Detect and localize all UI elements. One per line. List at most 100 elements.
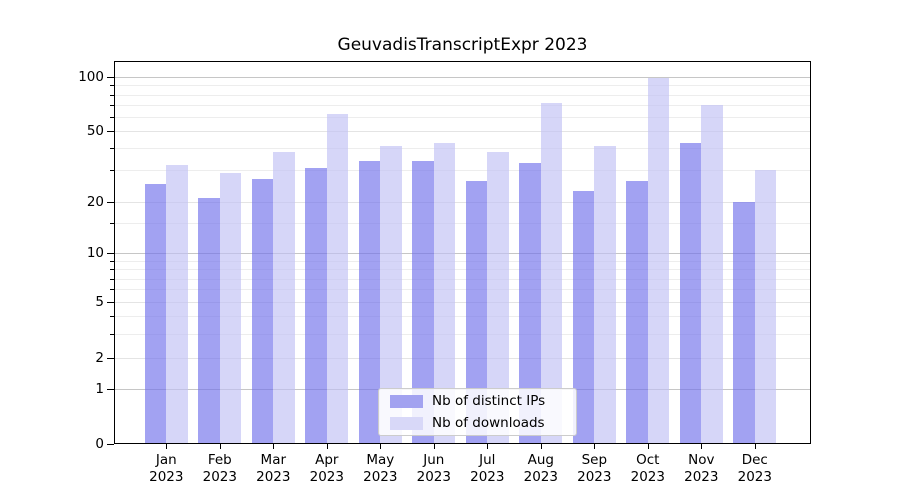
y-minor-tick bbox=[110, 170, 114, 172]
x-tick bbox=[433, 444, 435, 449]
y-tick-label: 100 bbox=[78, 69, 104, 86]
bar-distinct-ips-jan bbox=[144, 184, 167, 443]
y-minor-tick bbox=[110, 315, 114, 317]
x-tick-label: Jul 2023 bbox=[470, 452, 505, 485]
legend-swatch-distinct-ips bbox=[390, 394, 423, 408]
minor-gridline bbox=[115, 278, 810, 280]
bar-downloads-aug bbox=[540, 102, 563, 443]
bar-downloads-apr bbox=[326, 114, 349, 443]
bar-distinct-ips-aug bbox=[519, 163, 541, 443]
y-minor-tick bbox=[110, 333, 114, 335]
x-tick bbox=[487, 444, 489, 449]
y-tick-label: 2 bbox=[95, 350, 104, 367]
bar-downloads-may bbox=[380, 146, 402, 443]
bar-distinct-ips-sep bbox=[572, 190, 595, 443]
y-tick bbox=[107, 358, 114, 360]
y-minor-tick bbox=[110, 104, 114, 106]
x-tick-label: Apr 2023 bbox=[309, 452, 344, 485]
x-tick bbox=[594, 444, 596, 449]
x-tick bbox=[540, 444, 542, 449]
x-tick bbox=[380, 444, 382, 449]
y-minor-tick bbox=[110, 116, 114, 118]
bar-downloads-dec bbox=[754, 170, 777, 443]
y-tick bbox=[107, 201, 114, 203]
bar-distinct-ips-jun bbox=[412, 160, 434, 443]
y-tick-label: 5 bbox=[95, 294, 104, 311]
y-minor-tick bbox=[110, 94, 114, 96]
bar-distinct-ips-feb bbox=[198, 197, 220, 443]
major-gridline bbox=[115, 253, 810, 255]
x-tick-label: May 2023 bbox=[363, 452, 398, 485]
minor-gridline bbox=[115, 148, 810, 150]
minor-gridline bbox=[115, 315, 810, 317]
y-minor-tick bbox=[110, 278, 114, 280]
x-tick bbox=[219, 444, 221, 449]
x-tick-label: Dec 2023 bbox=[737, 452, 772, 485]
y-minor-tick bbox=[110, 260, 114, 262]
bar-distinct-ips-dec bbox=[733, 201, 755, 443]
minor-gridline bbox=[115, 289, 810, 291]
bar-downloads-jun bbox=[433, 142, 456, 443]
x-tick bbox=[326, 444, 328, 449]
x-tick-label: Sep 2023 bbox=[577, 452, 612, 485]
bar-distinct-ips-oct bbox=[626, 181, 648, 443]
x-tick bbox=[754, 444, 756, 449]
minor-gridline bbox=[115, 116, 810, 118]
y-minor-tick bbox=[110, 269, 114, 271]
bar-distinct-ips-may bbox=[358, 160, 381, 443]
y-minor-tick bbox=[110, 148, 114, 150]
bar-downloads-mar bbox=[273, 152, 295, 443]
plot-area: Nb of distinct IPs Nb of downloads bbox=[114, 61, 811, 444]
major-gridline bbox=[115, 201, 810, 203]
y-tick-label: 0 bbox=[95, 436, 104, 452]
bar-downloads-jul bbox=[487, 152, 509, 443]
x-tick-label: Jan 2023 bbox=[149, 452, 184, 485]
y-tick bbox=[107, 131, 114, 132]
minor-gridline bbox=[115, 223, 810, 225]
minor-gridline bbox=[115, 94, 810, 96]
bar-distinct-ips-nov bbox=[679, 142, 702, 443]
minor-gridline bbox=[115, 85, 810, 87]
y-tick bbox=[107, 389, 114, 391]
minor-gridline bbox=[115, 170, 810, 172]
major-gridline bbox=[115, 302, 810, 304]
y-tick-label: 1 bbox=[95, 381, 104, 398]
minor-gridline bbox=[115, 260, 810, 262]
major-gridline bbox=[115, 358, 810, 360]
x-tick bbox=[166, 444, 168, 449]
major-gridline bbox=[115, 131, 810, 132]
bar-downloads-nov bbox=[701, 104, 723, 443]
legend-label-downloads: Nb of downloads bbox=[432, 415, 545, 431]
chart-title: GeuvadisTranscriptExpr 2023 bbox=[337, 35, 588, 55]
x-tick-label: Nov 2023 bbox=[684, 452, 719, 485]
bar-distinct-ips-jul bbox=[465, 181, 488, 443]
major-gridline bbox=[115, 77, 810, 79]
y-tick-label: 20 bbox=[86, 193, 104, 210]
bar-downloads-jan bbox=[166, 165, 188, 443]
x-tick-label: Oct 2023 bbox=[630, 452, 665, 485]
legend-swatch-downloads bbox=[390, 416, 423, 430]
x-tick bbox=[647, 444, 649, 449]
y-tick bbox=[107, 302, 114, 304]
y-tick bbox=[107, 444, 114, 445]
minor-gridline bbox=[115, 269, 810, 271]
bar-downloads-feb bbox=[219, 173, 242, 443]
minor-gridline bbox=[115, 104, 810, 106]
bar-downloads-sep bbox=[594, 146, 616, 443]
legend-label-distinct-ips: Nb of distinct IPs bbox=[432, 393, 546, 409]
minor-gridline bbox=[115, 333, 810, 335]
x-tick-label: Jun 2023 bbox=[416, 452, 451, 485]
legend-item-downloads: Nb of downloads bbox=[379, 412, 576, 434]
bar-downloads-oct bbox=[647, 78, 670, 443]
bar-distinct-ips-mar bbox=[251, 178, 274, 443]
x-tick-label: Aug 2023 bbox=[523, 452, 558, 485]
x-tick-label: Mar 2023 bbox=[256, 452, 291, 485]
y-minor-tick bbox=[110, 85, 114, 87]
y-tick bbox=[107, 77, 114, 79]
x-tick bbox=[701, 444, 703, 449]
y-tick-label: 50 bbox=[86, 123, 104, 139]
bar-distinct-ips-apr bbox=[305, 167, 327, 443]
x-tick bbox=[273, 444, 275, 449]
legend-item-distinct-ips: Nb of distinct IPs bbox=[379, 390, 576, 412]
